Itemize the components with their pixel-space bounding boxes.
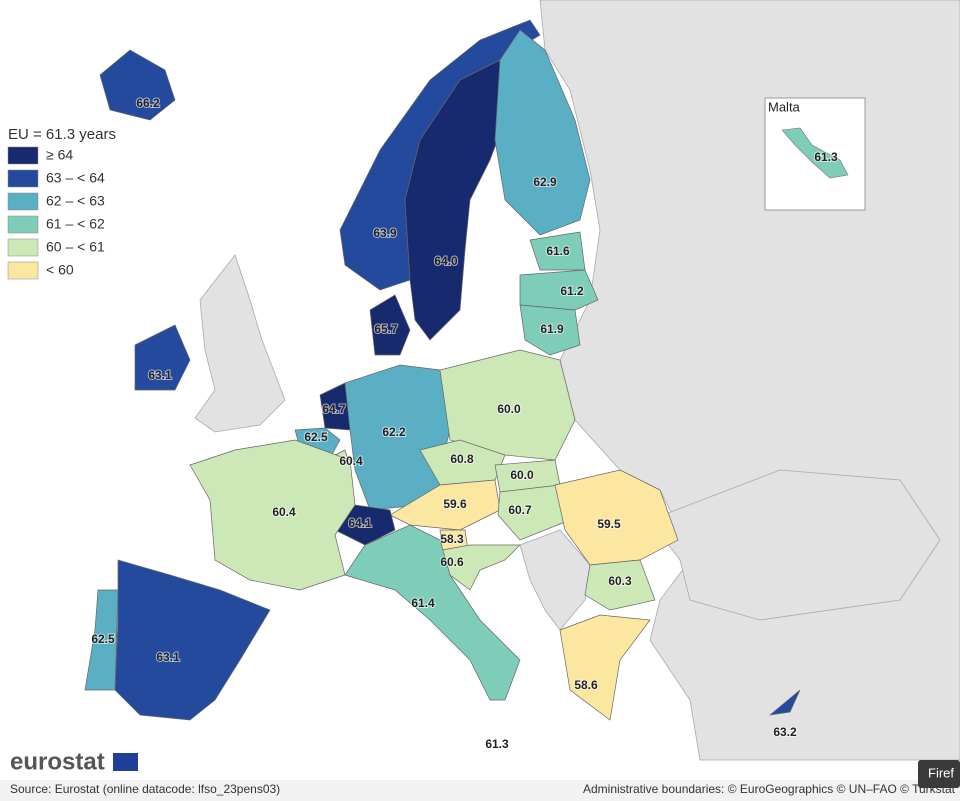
country-value: 59.6 [443, 497, 467, 511]
country-value: 64.7 [322, 402, 346, 416]
legend-swatch [7, 261, 39, 280]
country-value: 61.9 [540, 322, 564, 336]
country-value: 58.6 [574, 678, 598, 692]
land [649, 469, 941, 621]
country-value: 60.3 [608, 574, 632, 588]
country [344, 524, 521, 701]
country-value: 60.4 [272, 505, 296, 519]
country-value: 59.5 [597, 517, 621, 531]
country-value: 62.9 [533, 175, 557, 189]
country [441, 544, 521, 591]
country [519, 304, 581, 356]
country [584, 559, 656, 611]
country-value: 58.3 [440, 532, 464, 546]
legend-title: EU = 61.3 years [8, 126, 116, 143]
country-value: 61.6 [546, 244, 570, 258]
legend-swatch [7, 192, 39, 211]
credit: Administrative boundaries: © EuroGeograp… [583, 782, 956, 796]
country [768, 689, 801, 716]
country [99, 49, 176, 121]
tooltip: Firef [928, 765, 954, 780]
country-value: 62.5 [91, 632, 115, 646]
country-value: 61.4 [411, 596, 435, 610]
country-value: 63.1 [156, 650, 180, 664]
country [404, 59, 506, 341]
eu-flag [113, 753, 138, 771]
country [497, 484, 571, 541]
country [369, 294, 411, 356]
country-value: 63.2 [773, 725, 797, 739]
legend-label: 61 – < 62 [46, 216, 105, 232]
country [519, 269, 599, 311]
malta-shape [781, 127, 849, 179]
legend-label: 60 – < 61 [46, 239, 105, 255]
legend-swatch [7, 238, 39, 257]
footer-bar [0, 780, 960, 801]
annotation-label: 61.3 [485, 737, 509, 751]
footer: eurostat Source: Eurostat (online dataco… [0, 748, 960, 801]
legend-swatch [7, 146, 39, 165]
inset-label: 61.3 [814, 150, 838, 164]
country-value: 61.2 [560, 284, 584, 298]
country-value: 62.5 [304, 430, 328, 444]
land [194, 254, 286, 433]
legend-items: ≥ 64 63 – < 64 62 – < 63 61 – < 62 60 – < 61… [7, 146, 105, 280]
country-value: 60.4 [339, 454, 363, 468]
country [114, 559, 271, 721]
land [519, 529, 591, 631]
legend-label: ≥ 64 [46, 147, 73, 163]
country [559, 614, 651, 721]
country [134, 324, 191, 391]
country [189, 439, 356, 591]
legend-label: < 60 [46, 262, 74, 278]
legend-label: 63 – < 64 [46, 170, 105, 186]
country-value: 65.7 [374, 322, 398, 336]
logo: eurostat [10, 748, 105, 775]
country-value: 60.7 [508, 503, 532, 517]
legend: EU = 61.3 years ≥ 64 63 – < 64 62 – < 63 61… [7, 126, 116, 280]
legend-swatch [7, 215, 39, 234]
country-value: 60.6 [440, 555, 464, 569]
malta-inset: Malta 61.3 [764, 97, 866, 211]
country-value: 62.2 [382, 425, 406, 439]
country-value: 64.0 [434, 254, 458, 268]
country-value: 64.1 [348, 516, 372, 530]
country-value: 60.0 [497, 402, 521, 416]
legend-label: 62 – < 63 [46, 193, 105, 209]
country-value: 63.9 [373, 226, 397, 240]
legend-swatch [7, 169, 39, 188]
country [554, 469, 679, 566]
country-value: 60.8 [450, 452, 474, 466]
inset-title: Malta [768, 99, 801, 114]
source: Source: Eurostat (online datacode: lfso_… [10, 782, 280, 796]
country-value: 63.1 [148, 368, 172, 382]
country [494, 29, 591, 236]
country-value: 60.0 [510, 468, 534, 482]
countries: 66.2 63.9 64.0 62.9 61.6 61.2 61.9 65.7 63.1 64.7… [84, 19, 801, 740]
country [84, 589, 119, 691]
country-value: 66.2 [136, 96, 160, 110]
tooltip-box [918, 760, 960, 788]
